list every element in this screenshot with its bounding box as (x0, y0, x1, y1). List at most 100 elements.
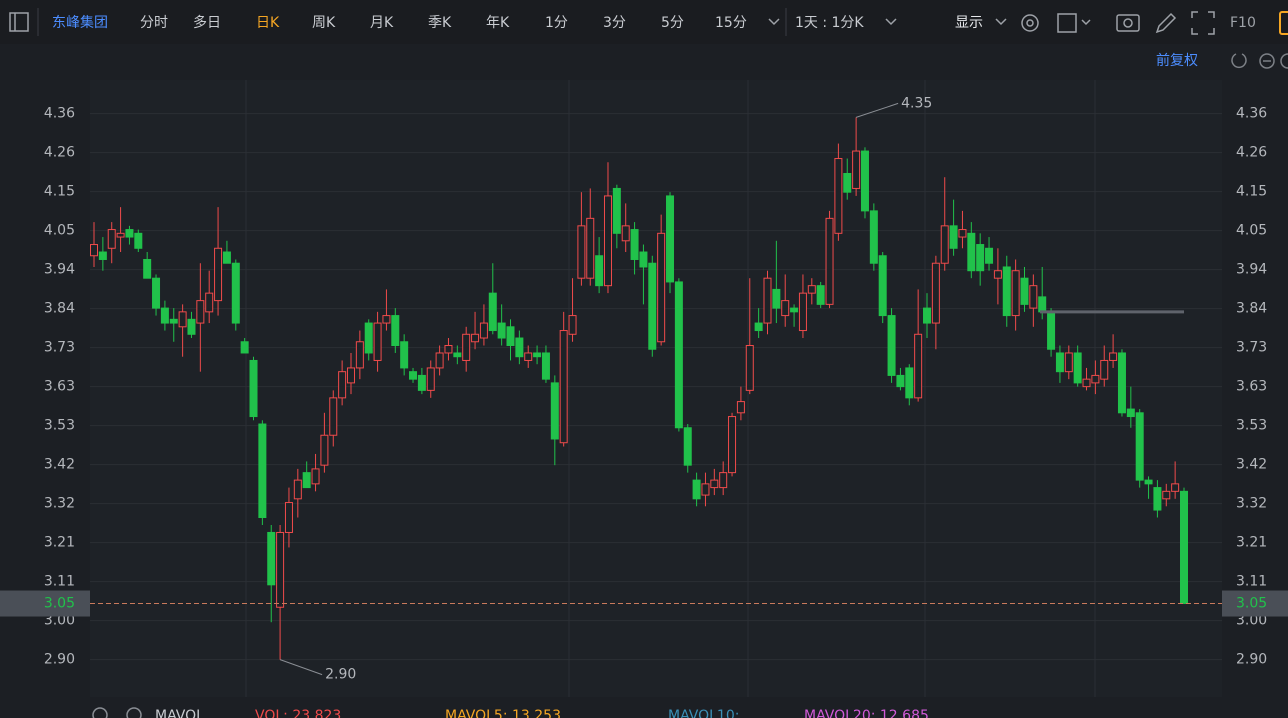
candle-body (284, 502, 293, 533)
candle-body (1073, 352, 1082, 384)
candle-body (524, 352, 533, 361)
candle-body (621, 225, 630, 242)
candle-body (559, 330, 568, 444)
dropdown-arrow[interactable] (1081, 19, 1091, 26)
period-tab[interactable]: 3分 (603, 15, 626, 31)
candle-body (222, 251, 231, 264)
candle-body (125, 229, 134, 238)
candle-body (107, 229, 116, 249)
last-price-label-right: 3.05 (1236, 596, 1267, 612)
candles: 4.35 2.90 (90, 95, 1222, 683)
dropdown-arrow[interactable] (995, 18, 1007, 26)
candle-body (178, 311, 187, 328)
candle-body (736, 401, 745, 414)
y-tick-label-right: 3.42 (1236, 457, 1267, 473)
y-tick-label-right: 4.05 (1236, 223, 1267, 239)
candle-body (550, 382, 559, 440)
candle-body (1029, 285, 1038, 309)
dropdown-arrow[interactable] (768, 18, 780, 26)
checkbox[interactable] (1057, 13, 1077, 33)
period-tab[interactable]: 周K (312, 15, 336, 31)
candle-body (648, 262, 657, 350)
adjust-mode[interactable]: 前复权 (1156, 52, 1198, 69)
candle-body (1117, 352, 1126, 414)
period-tab[interactable]: 年K (486, 15, 510, 31)
period-tab[interactable]: 日K (256, 15, 280, 31)
stock-name[interactable]: 东峰集团 (52, 14, 108, 31)
candle-body (852, 150, 861, 189)
y-tick-label-right: 2.90 (1236, 652, 1267, 668)
candle-body (666, 195, 675, 283)
y-tick-label: 3.53 (44, 418, 75, 434)
candle-body (417, 374, 426, 391)
interval-select[interactable]: 1天 : 1分K (795, 15, 864, 31)
candle-body (1064, 352, 1073, 373)
candle-body (116, 232, 125, 238)
y-tick-label-right: 3.73 (1236, 340, 1267, 356)
period-tab[interactable]: 5分 (661, 15, 684, 31)
candle-body (267, 531, 276, 586)
draw-icon[interactable] (1155, 12, 1177, 34)
candle-body (249, 359, 258, 418)
candle-body (1038, 296, 1047, 313)
y-tick-label-right: 3.53 (1236, 418, 1267, 434)
candle-body (976, 244, 985, 272)
candle-body (993, 270, 1002, 279)
period-tab[interactable]: 1分 (545, 15, 568, 31)
period-tab[interactable]: 季K (428, 15, 452, 31)
y-tick-label: 4.05 (44, 223, 75, 239)
candle-body (878, 255, 887, 317)
last-price-label: 3.05 (44, 596, 75, 612)
candle-body (400, 341, 409, 369)
period-tab[interactable]: 15分 (715, 15, 747, 31)
candle-body (931, 262, 940, 324)
candle-body (1011, 270, 1020, 317)
candle-body (639, 251, 648, 268)
period-tab[interactable]: 分时 (140, 15, 168, 31)
candle-body (1135, 412, 1144, 481)
candle-body (1047, 311, 1056, 350)
candle-body (603, 195, 612, 287)
reset-icon[interactable] (1231, 53, 1247, 69)
y-tick-label: 2.90 (44, 652, 75, 668)
candle-body (1055, 352, 1064, 373)
candle-body (391, 315, 400, 346)
camera-icon[interactable] (1116, 14, 1140, 32)
candle-body (462, 333, 471, 361)
candle-body (985, 247, 994, 264)
candle-body (205, 292, 214, 313)
f10-button[interactable]: F10 (1230, 15, 1256, 31)
candle-body (816, 285, 825, 305)
display-menu[interactable]: 显示 (955, 15, 983, 31)
settings-icon[interactable] (1021, 14, 1039, 32)
fullscreen-icon[interactable] (1191, 11, 1215, 35)
candle-body (674, 281, 683, 429)
y-tick-label-right: 4.26 (1236, 145, 1267, 161)
hide-icon[interactable] (126, 707, 142, 718)
candle-body (152, 277, 161, 309)
candle-body (958, 229, 967, 238)
candle-body (382, 315, 391, 324)
dropdown-arrow[interactable] (885, 18, 897, 26)
candle-body (728, 416, 737, 474)
candle-body (834, 158, 843, 234)
period-tab[interactable]: 多日 (193, 14, 221, 31)
zoom-out[interactable] (1259, 53, 1275, 69)
y-tick-label: 4.36 (44, 106, 75, 122)
toolbar-bg (0, 0, 1288, 44)
y-tick-label: 4.15 (44, 184, 75, 200)
side-tab[interactable] (1279, 11, 1288, 35)
indicator-name[interactable]: MAVOL (155, 708, 204, 718)
candle-body (683, 427, 692, 466)
period-tab[interactable]: 月K (370, 15, 394, 31)
candle-body (160, 307, 169, 324)
candle-body (896, 374, 905, 388)
candle-body (967, 232, 976, 272)
zoom-in[interactable] (1280, 53, 1288, 69)
y-tick-label-right: 3.11 (1236, 574, 1267, 590)
sidebar-toggle[interactable] (9, 12, 29, 32)
candle-body (187, 318, 196, 335)
candle-body (905, 367, 914, 399)
settings-icon[interactable] (92, 707, 108, 718)
